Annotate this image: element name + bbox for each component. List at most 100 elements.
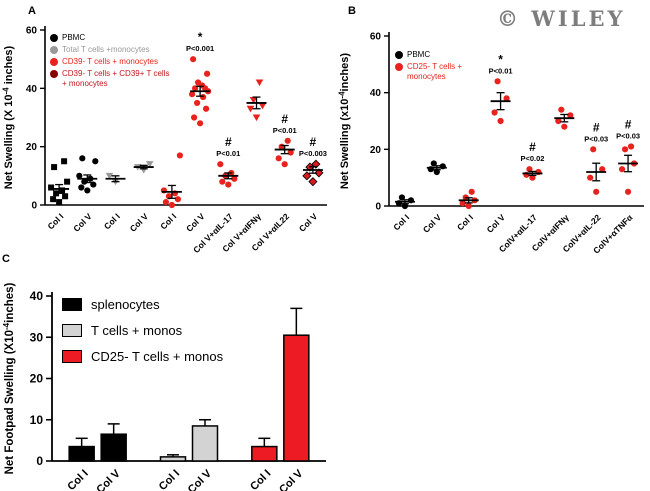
legend-item: T cells + monos	[62, 323, 223, 338]
legend-swatch	[62, 298, 82, 311]
data-point	[219, 178, 226, 185]
wiley-watermark: © WILEY	[497, 6, 626, 31]
y-tick-label: 40	[30, 289, 44, 303]
scatter-group	[522, 166, 543, 181]
data-point	[195, 79, 202, 86]
y-tick-label: 20	[26, 142, 38, 153]
bar	[283, 334, 310, 462]
panel-b-chart: 0 20 40 60 Net Swelling (x10-4inches) Col I Co…	[337, 32, 644, 256]
data-point	[252, 114, 261, 122]
legend-label: T cells + monos	[91, 323, 183, 338]
y-axis-label: Net Swelling (X 10-4 inches)	[1, 45, 15, 189]
data-point	[48, 184, 55, 191]
x-tick-label: Col V	[421, 212, 444, 235]
scatter-group	[48, 158, 71, 206]
x-tick-label: Col I	[248, 468, 273, 491]
data-point	[567, 112, 574, 119]
p-value-label: P<0.003	[299, 149, 327, 158]
data-point	[401, 202, 409, 210]
scatter-group	[246, 79, 267, 122]
legend-item: PBMC	[395, 50, 499, 60]
data-point	[174, 196, 181, 203]
x-tick-label: Col I	[455, 212, 475, 232]
data-point	[56, 199, 63, 206]
x-tick-label: Col V	[297, 211, 320, 234]
data-point	[189, 91, 196, 98]
data-point	[78, 184, 85, 191]
p-value-label: P<0.01	[489, 66, 513, 75]
y-tick-label: 60	[26, 26, 38, 37]
x-tick-label: Col V	[485, 212, 508, 235]
y-tick-label: 10	[30, 413, 44, 427]
data-point	[497, 117, 504, 125]
data-point	[92, 158, 99, 165]
p-value-label: P<0.03	[584, 134, 608, 143]
data-point	[275, 155, 282, 162]
significance-marker: #	[593, 120, 600, 134]
scatter-group	[618, 143, 639, 195]
data-point	[217, 161, 224, 168]
panel-a-legend: PBMC Total T cells +monocytes CD39- T cell…	[50, 33, 174, 88]
data-point	[398, 194, 406, 201]
x-tick-label: Col V	[94, 467, 123, 491]
legend-swatch	[50, 70, 58, 79]
data-point	[225, 181, 232, 188]
data-point	[558, 106, 565, 113]
data-point	[459, 200, 466, 207]
scatter-group	[217, 161, 239, 188]
scatter-group	[189, 56, 212, 127]
bar	[251, 445, 278, 462]
x-tick-label: Col V	[184, 211, 207, 234]
scatter-group	[490, 78, 511, 125]
data-point	[284, 137, 291, 144]
data-point	[162, 198, 169, 206]
data-point	[308, 177, 318, 187]
y-tick-label: 0	[375, 202, 381, 213]
y-axis-label: Net Footpad Swelling (X10-4inches)	[2, 282, 16, 474]
data-point	[145, 161, 154, 168]
data-point	[64, 178, 71, 185]
data-point	[176, 152, 183, 159]
data-point	[62, 193, 69, 200]
legend-swatch	[62, 350, 82, 363]
data-point	[281, 161, 288, 168]
legend-swatch	[50, 34, 58, 42]
data-point	[433, 168, 440, 176]
data-point	[561, 123, 568, 130]
significance-marker: *	[198, 30, 203, 44]
legend-label: CD25- T cells + monos	[91, 349, 224, 364]
panel-a-chart: 0 20 40 60 Net Swelling (X 10-4 inches) Col I…	[1, 26, 327, 255]
data-point	[246, 105, 255, 113]
data-point	[258, 102, 267, 110]
data-point	[430, 160, 437, 167]
p-value-label: P<0.02	[520, 154, 544, 163]
panel-c-chart: 0 10 20 30 40 Net Footpad Swelling (X10-4inch…	[2, 282, 326, 491]
y-tick-label: 20	[370, 145, 382, 156]
data-point	[168, 201, 175, 209]
data-point	[491, 109, 498, 116]
data-point	[593, 188, 600, 195]
scatter-group	[394, 194, 415, 210]
data-point	[90, 181, 97, 188]
x-tick-label: Col I	[45, 211, 65, 231]
panel-b-label: B	[348, 5, 356, 17]
x-tick-label: Col I	[102, 211, 122, 231]
legend-label: PBMC	[407, 50, 431, 59]
data-point	[624, 188, 632, 195]
significance-marker: #	[225, 135, 232, 149]
y-tick-label: 60	[370, 32, 382, 43]
data-point	[191, 114, 198, 121]
scatter-group	[160, 152, 183, 209]
legend-item: CD25- T cells + monos	[62, 349, 223, 364]
data-point	[203, 105, 210, 112]
panel-b-legend: PBMC CD25- T cells + monocytes	[395, 50, 499, 81]
legend-item: Total T cells +monocytes	[50, 45, 174, 55]
legend-label: CD25- T cells + monocytes	[407, 62, 463, 81]
significance-marker: #	[529, 140, 536, 154]
legend-item: CD25- T cells + monocytes	[395, 62, 499, 81]
bar	[159, 456, 187, 462]
data-point	[590, 146, 597, 153]
data-point	[51, 164, 58, 171]
data-point	[59, 187, 66, 194]
